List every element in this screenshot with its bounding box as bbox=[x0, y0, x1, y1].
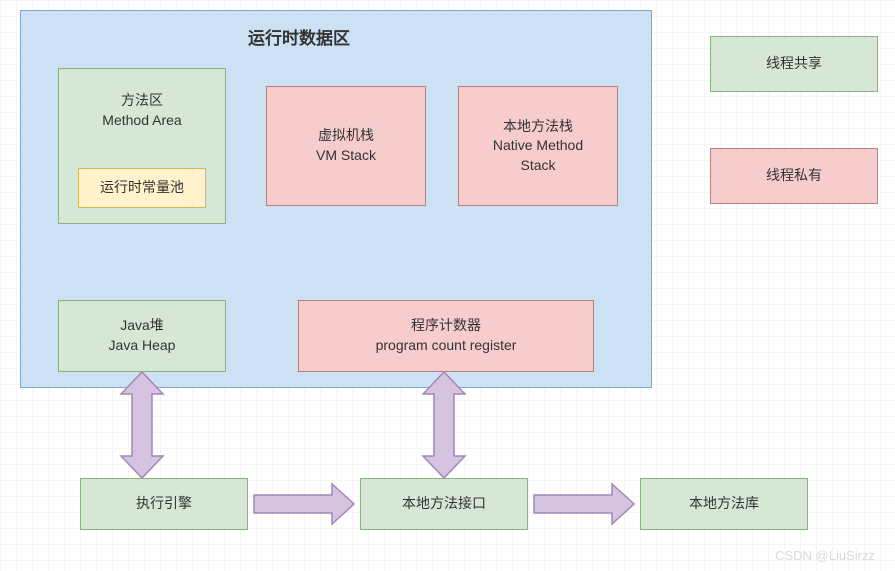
arrow-iface-to-lib bbox=[534, 484, 634, 524]
native-stack-label-en2: Stack bbox=[520, 156, 555, 176]
vm-stack-label-en: VM Stack bbox=[316, 146, 376, 166]
native-library-label: 本地方法库 bbox=[689, 494, 759, 514]
arrow-heap-exec bbox=[121, 372, 163, 478]
java-heap-box: Java堆 Java Heap bbox=[58, 300, 226, 372]
execution-engine-label: 执行引擎 bbox=[136, 494, 192, 514]
native-stack-box: 本地方法栈 Native Method Stack bbox=[458, 86, 618, 206]
pc-register-box: 程序计数器 program count register bbox=[298, 300, 594, 372]
legend-private-box: 线程私有 bbox=[710, 148, 878, 204]
native-stack-label-en1: Native Method bbox=[493, 136, 583, 156]
native-interface-box: 本地方法接口 bbox=[360, 478, 528, 530]
java-heap-label-cn: Java堆 bbox=[120, 316, 164, 336]
pc-register-label-cn: 程序计数器 bbox=[411, 316, 481, 336]
diagram-title: 运行时数据区 bbox=[248, 24, 350, 49]
arrow-pc-iface bbox=[423, 372, 465, 478]
native-library-box: 本地方法库 bbox=[640, 478, 808, 530]
method-area-label-cn: 方法区 bbox=[121, 91, 163, 111]
legend-private-label: 线程私有 bbox=[766, 166, 822, 186]
native-interface-label: 本地方法接口 bbox=[402, 494, 486, 514]
constant-pool-label: 运行时常量池 bbox=[100, 178, 184, 198]
method-area-label-en: Method Area bbox=[102, 111, 181, 131]
arrow-exec-to-iface bbox=[254, 484, 354, 524]
constant-pool-box: 运行时常量池 bbox=[78, 168, 206, 208]
native-stack-label-cn: 本地方法栈 bbox=[503, 117, 573, 137]
vm-stack-box: 虚拟机栈 VM Stack bbox=[266, 86, 426, 206]
java-heap-label-en: Java Heap bbox=[109, 336, 176, 356]
watermark-text: CSDN @LiuSirzz bbox=[775, 548, 875, 563]
vm-stack-label-cn: 虚拟机栈 bbox=[318, 126, 374, 146]
execution-engine-box: 执行引擎 bbox=[80, 478, 248, 530]
legend-shared-label: 线程共享 bbox=[766, 54, 822, 74]
legend-shared-box: 线程共享 bbox=[710, 36, 878, 92]
pc-register-label-en: program count register bbox=[376, 336, 517, 356]
